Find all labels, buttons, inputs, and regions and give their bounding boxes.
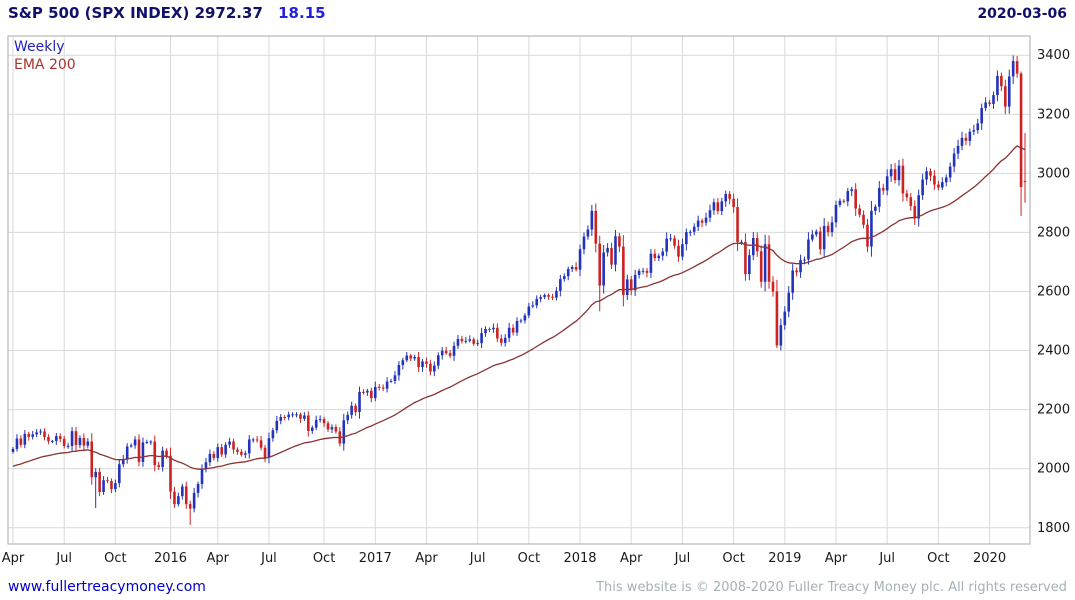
- price-chart: 1800 2000 2200 2400 2600 2800 3000 3200 3400 Apr J…: [0, 28, 1075, 580]
- svg-text:Oct: Oct: [518, 551, 540, 566]
- svg-text:2019: 2019: [768, 551, 801, 566]
- copyright-text: This website is © 2008-2020 Fuller Treac…: [596, 580, 1067, 595]
- svg-text:2017: 2017: [359, 551, 392, 566]
- svg-text:3000: 3000: [1037, 166, 1070, 181]
- site-link[interactable]: www.fullertreacymoney.com: [8, 579, 206, 595]
- svg-text:3400: 3400: [1037, 48, 1070, 63]
- svg-text:Oct: Oct: [927, 551, 949, 566]
- svg-text:Apr: Apr: [415, 551, 438, 566]
- legend-timeframe: Weekly: [14, 39, 65, 55]
- svg-text:Jul: Jul: [55, 551, 72, 566]
- svg-text:2020: 2020: [973, 551, 1006, 566]
- chart-date: 2020-03-06: [977, 6, 1067, 22]
- svg-text:Oct: Oct: [104, 551, 126, 566]
- svg-text:Apr: Apr: [2, 551, 25, 566]
- svg-text:2600: 2600: [1037, 284, 1070, 299]
- svg-text:Apr: Apr: [620, 551, 643, 566]
- chart-title: S&P 500 (SPX INDEX) 2972.37 18.15: [8, 4, 326, 22]
- svg-text:2016: 2016: [154, 551, 187, 566]
- svg-text:Apr: Apr: [825, 551, 848, 566]
- svg-text:3200: 3200: [1037, 107, 1070, 122]
- svg-text:Jul: Jul: [878, 551, 895, 566]
- svg-text:2400: 2400: [1037, 344, 1070, 359]
- svg-text:Jul: Jul: [260, 551, 277, 566]
- svg-text:2018: 2018: [563, 551, 596, 566]
- last-price: 2972.37: [194, 4, 263, 22]
- svg-text:Oct: Oct: [722, 551, 744, 566]
- svg-text:2800: 2800: [1037, 225, 1070, 240]
- price-change: 18.15: [278, 4, 326, 22]
- chart-footer: www.fullertreacymoney.com This website i…: [0, 579, 1075, 595]
- instrument-name: S&P 500 (SPX INDEX): [8, 4, 190, 22]
- svg-text:Jul: Jul: [674, 551, 691, 566]
- candlestick-chart-svg: 1800 2000 2200 2400 2600 2800 3000 3200 3400 Apr J…: [2, 35, 1070, 566]
- svg-text:1800: 1800: [1037, 521, 1070, 536]
- svg-text:2000: 2000: [1037, 462, 1070, 477]
- chart-header: S&P 500 (SPX INDEX) 2972.37 18.15 2020-0…: [0, 4, 1075, 22]
- svg-text:2200: 2200: [1037, 403, 1070, 418]
- svg-text:Oct: Oct: [313, 551, 335, 566]
- legend-ema-label: EMA 200: [14, 57, 76, 73]
- svg-text:Jul: Jul: [469, 551, 486, 566]
- chart-legend: Weekly EMA 200: [14, 38, 76, 74]
- svg-text:Apr: Apr: [207, 551, 230, 566]
